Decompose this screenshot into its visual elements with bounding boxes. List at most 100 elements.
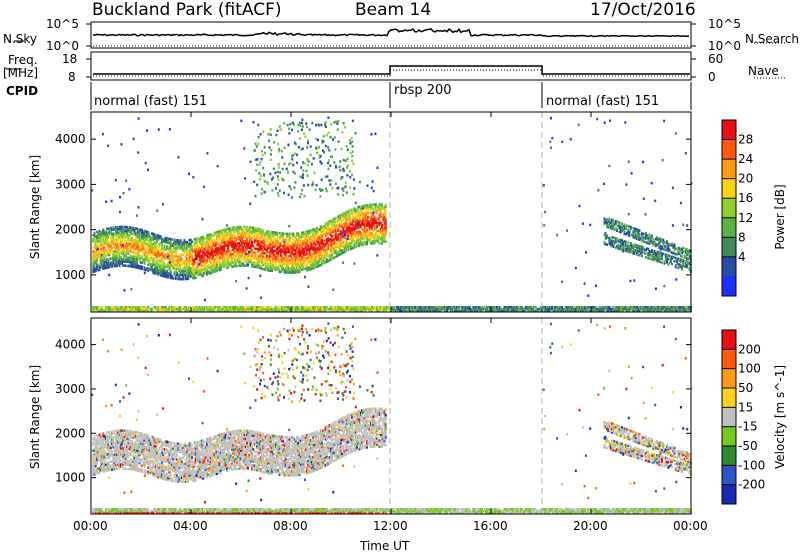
echo-pixel [677, 307, 680, 311]
echo-pixel [222, 265, 225, 269]
echo-pixel [279, 306, 282, 309]
echo-pixel [191, 244, 193, 248]
echo-pixel [134, 259, 137, 263]
echo-pixel [188, 249, 191, 252]
echo-pixel [111, 306, 113, 309]
echo-pixel [474, 306, 477, 309]
echo-pixel [319, 306, 322, 309]
echo-pixel [293, 238, 296, 242]
echo-pixel [569, 307, 572, 311]
echo-pixel [283, 252, 286, 256]
echo-pixel [193, 266, 196, 269]
echo-pixel [322, 250, 325, 253]
echo-pixel [191, 248, 193, 252]
echo-pixel [586, 307, 588, 311]
echo-pixel [511, 307, 513, 311]
echo-pixel [384, 219, 387, 222]
echo-pixel [304, 247, 307, 250]
echo-pixel [264, 262, 267, 265]
echo-pixel [374, 225, 377, 229]
echo-pixel [369, 217, 372, 221]
echo-pixel [256, 266, 258, 269]
echo-pixel [611, 227, 613, 230]
echo-pixel [282, 256, 285, 260]
echo-pixel [314, 229, 317, 232]
echo-pixel [543, 309, 546, 313]
echo-pixel [93, 256, 96, 259]
echo-pixel [616, 307, 618, 311]
echo-pixel [337, 235, 340, 239]
echo-pixel [123, 237, 126, 241]
echo-pixel [203, 251, 206, 255]
echo-pixel [556, 306, 558, 309]
echo-pixel [259, 256, 262, 260]
echo-pixel [332, 288, 335, 291]
echo-pixel [203, 307, 206, 311]
echo-pixel [337, 233, 340, 237]
echo-pixel [344, 250, 347, 253]
echo-pixel [413, 306, 416, 309]
echo-pixel [377, 217, 380, 221]
cpid-panel [90, 82, 692, 110]
echo-pixel [277, 194, 280, 197]
echo-pixel [179, 263, 182, 267]
echo-pixel [314, 231, 317, 234]
echo-pixel [274, 233, 277, 236]
echo-pixel [326, 238, 328, 241]
echo-pixel [262, 267, 265, 271]
echo-pixel [584, 307, 587, 311]
echo-pixel [334, 255, 337, 258]
echo-pixel [602, 309, 605, 313]
echo-pixel [451, 306, 453, 309]
echo-pixel [323, 151, 325, 154]
echo-pixel [203, 271, 206, 275]
echo-pixel [286, 123, 289, 127]
echo-pixel [318, 252, 321, 255]
echo-pixel [251, 254, 253, 258]
echo-pixel [493, 306, 496, 309]
echo-pixel [128, 260, 131, 264]
echo-pixel [114, 258, 117, 262]
echo-pixel [273, 249, 276, 253]
echo-pixel [102, 234, 105, 238]
echo-pixel [201, 240, 203, 243]
echo-pixel [349, 142, 352, 145]
echo-pixel [324, 234, 327, 238]
echo-pixel [276, 175, 279, 178]
echo-pixel [213, 268, 216, 271]
echo-pixel [201, 264, 203, 268]
echo-pixel [303, 233, 306, 236]
echo-pixel [382, 307, 385, 311]
echo-pixel [307, 234, 310, 237]
echo-pixel [612, 243, 615, 247]
echo-pixel [204, 259, 207, 262]
echo-pixel [277, 307, 280, 311]
echo-pixel [296, 306, 298, 309]
echo-pixel [338, 214, 341, 218]
echo-pixel [99, 262, 102, 265]
echo-pixel [257, 250, 260, 253]
echo-pixel [323, 259, 326, 263]
echo-pixel [381, 213, 383, 217]
echo-pixel [201, 307, 203, 311]
echo-pixel [273, 265, 276, 269]
echo-pixel [217, 248, 220, 252]
echo-pixel [111, 240, 113, 244]
echo-pixel [228, 233, 231, 236]
cpid-segment-1: normal (fast) 151 [94, 94, 208, 109]
echo-pixel [221, 239, 223, 242]
echo-pixel [202, 260, 205, 263]
echo-pixel [114, 230, 117, 233]
echo-pixel [361, 211, 363, 214]
echo-pixel [229, 306, 232, 309]
echo-pixel [231, 243, 233, 246]
echo-pixel [568, 309, 571, 313]
echo-pixel [382, 228, 385, 231]
echo-pixel [357, 240, 360, 244]
echo-pixel [238, 227, 241, 231]
echo-pixel [217, 307, 220, 311]
echo-pixel [203, 257, 206, 261]
echo-pixel [199, 309, 202, 313]
echo-pixel [107, 237, 110, 240]
echo-pixel [339, 214, 342, 217]
